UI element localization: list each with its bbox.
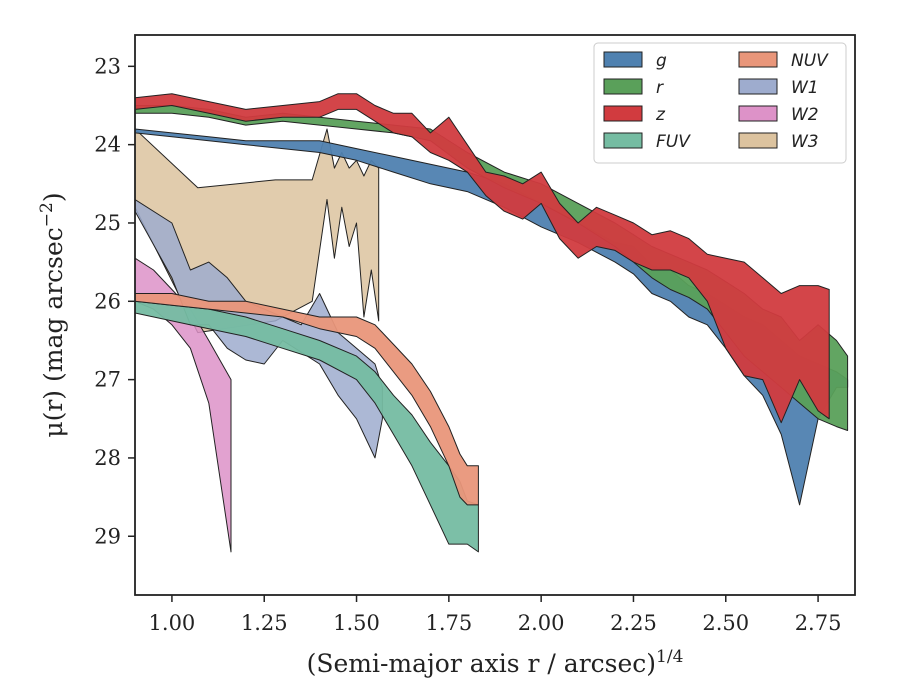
y-axis-label: μ(r) (mag arcsec−2) (37, 192, 68, 437)
x-tick-label: 2.00 (518, 611, 565, 635)
y-tick-label: 25 (94, 211, 121, 235)
x-tick-label: 2.75 (795, 611, 842, 635)
legend-label-nuv: NUV (791, 51, 829, 71)
x-tick-label: 2.50 (702, 611, 749, 635)
legend-swatch-nuv (738, 51, 778, 68)
x-axis-label: (Semi-major axis r / arcsec)1/4 (307, 647, 684, 678)
legend-label-g: g (656, 51, 667, 71)
y-axis-ticks: 23 24 25 26 27 28 29 (94, 54, 135, 548)
legend-label-w1: W1 (791, 78, 819, 98)
legend-label-w2: W2 (791, 105, 819, 125)
legend-box (593, 42, 847, 164)
legend-swatch-fuv (603, 132, 643, 149)
y-tick-label: 27 (94, 368, 121, 392)
y-tick-label: 29 (94, 524, 121, 548)
legend-swatch-r (603, 78, 643, 95)
legend-label-w3: W3 (791, 132, 819, 152)
x-tick-label: 1.75 (425, 611, 472, 635)
x-tick-label: 1.25 (241, 611, 288, 635)
legend-swatch-w2 (738, 105, 778, 122)
x-axis-ticks: 1.00 1.25 1.50 1.75 2.00 2.25 2.50 2.75 (149, 595, 842, 635)
y-tick-label: 28 (94, 446, 121, 470)
y-tick-label: 23 (94, 54, 121, 78)
plot-frame (134, 34, 856, 596)
legend-swatch-g (603, 51, 643, 68)
legend: grz FUV NUV W1 W2 W3 (593, 42, 847, 164)
legend-label-r: r (656, 78, 664, 98)
y-tick-label: 26 (94, 289, 121, 313)
x-tick-label: 1.00 (149, 611, 196, 635)
band-z (135, 93, 830, 424)
legend-swatch-z (603, 105, 643, 122)
legend-swatch-w3 (738, 132, 778, 149)
band-nuv (135, 293, 479, 506)
profile-bands (135, 93, 849, 553)
y-tick-label: 24 (94, 133, 121, 157)
legend-label-z: z (655, 105, 666, 125)
x-tick-label: 1.50 (333, 611, 380, 635)
x-tick-label: 2.25 (610, 611, 657, 635)
legend-label-fuv: FUV (656, 132, 691, 152)
legend-swatch-w1 (738, 78, 778, 95)
band-fuv (135, 300, 479, 553)
